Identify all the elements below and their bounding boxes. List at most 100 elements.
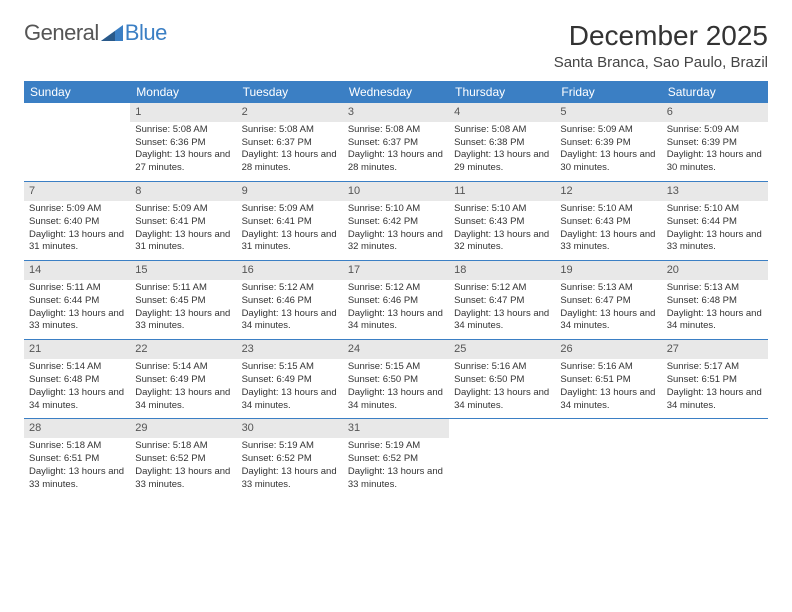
calendar-day-cell: 9Sunrise: 5:09 AMSunset: 6:41 PMDaylight… <box>237 182 343 261</box>
sunset-line: Sunset: 6:46 PM <box>242 295 338 308</box>
day-body: Sunrise: 5:08 AMSunset: 6:37 PMDaylight:… <box>237 122 343 181</box>
day-number: 13 <box>662 182 768 201</box>
sunrise-line: Sunrise: 5:17 AM <box>667 361 763 374</box>
day-body: Sunrise: 5:09 AMSunset: 6:39 PMDaylight:… <box>555 122 661 181</box>
sunset-line: Sunset: 6:51 PM <box>667 374 763 387</box>
day-body: Sunrise: 5:14 AMSunset: 6:49 PMDaylight:… <box>130 359 236 418</box>
daylight-line: Daylight: 13 hours and 33 minutes. <box>29 308 125 334</box>
day-body: Sunrise: 5:13 AMSunset: 6:48 PMDaylight:… <box>662 280 768 339</box>
day-number: 19 <box>555 261 661 280</box>
day-number: 12 <box>555 182 661 201</box>
calendar-day-cell: 15Sunrise: 5:11 AMSunset: 6:45 PMDayligh… <box>130 261 236 340</box>
daylight-line: Daylight: 13 hours and 34 minutes. <box>667 308 763 334</box>
daylight-line: Daylight: 13 hours and 34 minutes. <box>242 308 338 334</box>
day-number: 20 <box>662 261 768 280</box>
sunset-line: Sunset: 6:40 PM <box>29 216 125 229</box>
day-number: 29 <box>130 419 236 438</box>
day-body: Sunrise: 5:12 AMSunset: 6:47 PMDaylight:… <box>449 280 555 339</box>
sunset-line: Sunset: 6:49 PM <box>135 374 231 387</box>
sunset-line: Sunset: 6:44 PM <box>667 216 763 229</box>
daylight-line: Daylight: 13 hours and 34 minutes. <box>454 308 550 334</box>
calendar-week-row: 1Sunrise: 5:08 AMSunset: 6:36 PMDaylight… <box>24 103 768 182</box>
sunset-line: Sunset: 6:47 PM <box>560 295 656 308</box>
header: General Blue December 2025 Santa Branca,… <box>24 20 768 71</box>
sunrise-line: Sunrise: 5:11 AM <box>29 282 125 295</box>
sunrise-line: Sunrise: 5:15 AM <box>242 361 338 374</box>
calendar-day-cell: 10Sunrise: 5:10 AMSunset: 6:42 PMDayligh… <box>343 182 449 261</box>
sunrise-line: Sunrise: 5:13 AM <box>667 282 763 295</box>
calendar-week-row: 21Sunrise: 5:14 AMSunset: 6:48 PMDayligh… <box>24 340 768 419</box>
day-body: Sunrise: 5:11 AMSunset: 6:44 PMDaylight:… <box>24 280 130 339</box>
sunrise-line: Sunrise: 5:09 AM <box>667 124 763 137</box>
calendar-week-row: 7Sunrise: 5:09 AMSunset: 6:40 PMDaylight… <box>24 182 768 261</box>
calendar-day-cell: 28Sunrise: 5:18 AMSunset: 6:51 PMDayligh… <box>24 419 130 498</box>
day-number: 22 <box>130 340 236 359</box>
day-body: Sunrise: 5:15 AMSunset: 6:50 PMDaylight:… <box>343 359 449 418</box>
sunset-line: Sunset: 6:44 PM <box>29 295 125 308</box>
calendar-table: Sunday Monday Tuesday Wednesday Thursday… <box>24 81 768 497</box>
day-body: Sunrise: 5:18 AMSunset: 6:52 PMDaylight:… <box>130 438 236 497</box>
day-body: Sunrise: 5:19 AMSunset: 6:52 PMDaylight:… <box>237 438 343 497</box>
sunset-line: Sunset: 6:49 PM <box>242 374 338 387</box>
daylight-line: Daylight: 13 hours and 28 minutes. <box>242 149 338 175</box>
sunrise-line: Sunrise: 5:10 AM <box>348 203 444 216</box>
sunset-line: Sunset: 6:45 PM <box>135 295 231 308</box>
sunrise-line: Sunrise: 5:19 AM <box>242 440 338 453</box>
sunrise-line: Sunrise: 5:12 AM <box>242 282 338 295</box>
day-number: 9 <box>237 182 343 201</box>
sunset-line: Sunset: 6:46 PM <box>348 295 444 308</box>
daylight-line: Daylight: 13 hours and 33 minutes. <box>560 229 656 255</box>
day-header-row: Sunday Monday Tuesday Wednesday Thursday… <box>24 81 768 103</box>
sunrise-line: Sunrise: 5:16 AM <box>560 361 656 374</box>
calendar-day-cell: 14Sunrise: 5:11 AMSunset: 6:44 PMDayligh… <box>24 261 130 340</box>
day-body: Sunrise: 5:14 AMSunset: 6:48 PMDaylight:… <box>24 359 130 418</box>
day-number: 24 <box>343 340 449 359</box>
day-body: Sunrise: 5:10 AMSunset: 6:42 PMDaylight:… <box>343 201 449 260</box>
sunset-line: Sunset: 6:51 PM <box>560 374 656 387</box>
logo-triangle-icon <box>101 25 123 41</box>
day-body: Sunrise: 5:16 AMSunset: 6:51 PMDaylight:… <box>555 359 661 418</box>
day-body: Sunrise: 5:09 AMSunset: 6:41 PMDaylight:… <box>237 201 343 260</box>
calendar-day-cell: 27Sunrise: 5:17 AMSunset: 6:51 PMDayligh… <box>662 340 768 419</box>
calendar-day-cell: 13Sunrise: 5:10 AMSunset: 6:44 PMDayligh… <box>662 182 768 261</box>
day-header: Tuesday <box>237 81 343 103</box>
calendar-day-cell: 8Sunrise: 5:09 AMSunset: 6:41 PMDaylight… <box>130 182 236 261</box>
day-number: 10 <box>343 182 449 201</box>
sunset-line: Sunset: 6:43 PM <box>454 216 550 229</box>
day-body: Sunrise: 5:10 AMSunset: 6:43 PMDaylight:… <box>449 201 555 260</box>
day-header: Thursday <box>449 81 555 103</box>
calendar-day-cell: 22Sunrise: 5:14 AMSunset: 6:49 PMDayligh… <box>130 340 236 419</box>
daylight-line: Daylight: 13 hours and 33 minutes. <box>135 308 231 334</box>
calendar-day-cell: 26Sunrise: 5:16 AMSunset: 6:51 PMDayligh… <box>555 340 661 419</box>
day-number: 17 <box>343 261 449 280</box>
calendar-week-row: 28Sunrise: 5:18 AMSunset: 6:51 PMDayligh… <box>24 419 768 498</box>
sunrise-line: Sunrise: 5:15 AM <box>348 361 444 374</box>
day-header: Saturday <box>662 81 768 103</box>
day-body: Sunrise: 5:17 AMSunset: 6:51 PMDaylight:… <box>662 359 768 418</box>
calendar-day-cell: 4Sunrise: 5:08 AMSunset: 6:38 PMDaylight… <box>449 103 555 182</box>
daylight-line: Daylight: 13 hours and 27 minutes. <box>135 149 231 175</box>
day-number: 31 <box>343 419 449 438</box>
day-body: Sunrise: 5:18 AMSunset: 6:51 PMDaylight:… <box>24 438 130 497</box>
daylight-line: Daylight: 13 hours and 34 minutes. <box>667 387 763 413</box>
sunset-line: Sunset: 6:52 PM <box>242 453 338 466</box>
day-body: Sunrise: 5:09 AMSunset: 6:41 PMDaylight:… <box>130 201 236 260</box>
sunrise-line: Sunrise: 5:10 AM <box>560 203 656 216</box>
daylight-line: Daylight: 13 hours and 34 minutes. <box>29 387 125 413</box>
calendar-day-cell <box>449 419 555 498</box>
sunrise-line: Sunrise: 5:08 AM <box>454 124 550 137</box>
sunset-line: Sunset: 6:52 PM <box>135 453 231 466</box>
day-number: 25 <box>449 340 555 359</box>
sunrise-line: Sunrise: 5:16 AM <box>454 361 550 374</box>
day-number: 21 <box>24 340 130 359</box>
calendar-day-cell: 24Sunrise: 5:15 AMSunset: 6:50 PMDayligh… <box>343 340 449 419</box>
sunrise-line: Sunrise: 5:14 AM <box>29 361 125 374</box>
day-body: Sunrise: 5:11 AMSunset: 6:45 PMDaylight:… <box>130 280 236 339</box>
sunset-line: Sunset: 6:41 PM <box>242 216 338 229</box>
daylight-line: Daylight: 13 hours and 29 minutes. <box>454 149 550 175</box>
sunrise-line: Sunrise: 5:09 AM <box>242 203 338 216</box>
sunset-line: Sunset: 6:43 PM <box>560 216 656 229</box>
sunrise-line: Sunrise: 5:10 AM <box>454 203 550 216</box>
daylight-line: Daylight: 13 hours and 32 minutes. <box>348 229 444 255</box>
sunset-line: Sunset: 6:48 PM <box>29 374 125 387</box>
